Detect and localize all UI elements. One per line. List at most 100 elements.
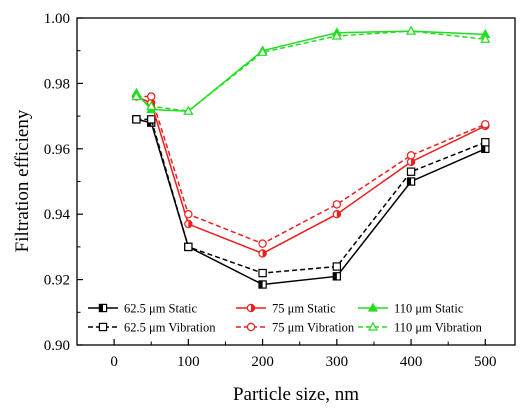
data-point xyxy=(147,92,156,101)
data-point xyxy=(481,120,490,129)
marker-triangle xyxy=(406,25,417,35)
plot-frame xyxy=(76,17,516,346)
data-point xyxy=(258,280,267,289)
axes: 0 100 200 300 400 500 0.90 0.92 0.94 0.96 0.98 1.00 xyxy=(44,11,497,370)
series-110-m-static xyxy=(131,25,491,115)
x-tick-label: 100 xyxy=(177,354,200,370)
y-tick-label: 0.98 xyxy=(44,76,70,92)
data-point xyxy=(332,272,342,281)
data-point xyxy=(480,33,491,43)
marker-square xyxy=(258,268,267,278)
series-line xyxy=(136,95,486,255)
data-point xyxy=(406,167,416,176)
legend-entry: 110 μm Static xyxy=(358,302,464,316)
marker-square xyxy=(406,167,416,176)
data-point xyxy=(147,115,156,124)
marker-triangle xyxy=(367,302,379,312)
legend-label: 110 μm Vibration xyxy=(394,321,483,335)
x-axis-title: Particle size, nm xyxy=(233,384,359,405)
legend-label: 110 μm Static xyxy=(394,302,464,316)
data-point xyxy=(258,239,267,248)
data-point xyxy=(146,100,157,110)
marker-square-fill xyxy=(99,304,103,312)
series-line xyxy=(135,30,486,112)
data-point xyxy=(332,262,342,271)
legend-label: 75 μm Vibration xyxy=(272,321,355,335)
data-point xyxy=(258,268,267,278)
marker-square xyxy=(147,115,156,124)
marker-square xyxy=(184,242,193,252)
y-tick-label: 0.94 xyxy=(44,207,71,223)
data-point xyxy=(481,138,490,147)
marker-circle-fill xyxy=(336,210,341,218)
marker-triangle xyxy=(331,30,342,40)
marker-square xyxy=(98,322,108,332)
y-tick-label: 1.00 xyxy=(44,11,70,27)
marker-triangle xyxy=(146,100,157,110)
data-point xyxy=(257,46,268,56)
data-point xyxy=(183,105,194,115)
data-point xyxy=(406,151,416,160)
marker-square-fill xyxy=(258,280,263,289)
marker-circle xyxy=(246,322,256,332)
data-point xyxy=(184,209,193,219)
series-line xyxy=(136,118,486,286)
marker-circle xyxy=(258,239,267,248)
marker-circle xyxy=(332,200,342,209)
y-tick-label: 0.96 xyxy=(44,142,71,158)
marker-triangle xyxy=(367,321,379,331)
y-tick-label: 0.92 xyxy=(44,273,70,289)
legend-entry: 62.5 μm Vibration xyxy=(88,321,216,335)
x-tick-label: 400 xyxy=(400,354,423,370)
legend-entry: 62.5 μm Static xyxy=(88,302,197,316)
legend-entry: 75 μm Static xyxy=(236,302,336,316)
marker-circle-fill xyxy=(262,249,267,258)
legend-label: 75 μm Static xyxy=(272,302,336,316)
x-tick-label: 500 xyxy=(474,354,497,370)
y-axis-title: Filtration efficieny xyxy=(12,109,33,252)
marker-circle xyxy=(147,92,156,101)
marker-circle-fill xyxy=(188,220,192,228)
marker-circle xyxy=(406,151,416,160)
marker-square xyxy=(132,115,141,124)
marker-square-fill xyxy=(407,177,412,186)
marker-square-fill xyxy=(481,145,486,153)
marker-circle-fill xyxy=(411,158,415,166)
marker-triangle xyxy=(480,33,491,43)
data-point xyxy=(332,209,342,219)
data-point xyxy=(331,30,342,40)
series-line xyxy=(135,30,486,112)
legend-label: 62.5 μm Static xyxy=(124,302,197,316)
data-point xyxy=(406,25,417,35)
y-tick-label: 0.90 xyxy=(44,338,70,354)
marker-triangle xyxy=(131,91,142,101)
x-tick-label: 0 xyxy=(110,354,118,370)
marker-square xyxy=(481,138,490,147)
data-point xyxy=(332,200,342,209)
data-point xyxy=(184,219,193,229)
marker-circle-fill xyxy=(251,304,255,312)
legend-label: 62.5 μm Vibration xyxy=(124,321,216,335)
legend: 62.5 μm Static 75 μm Static 110 μm Static 6… xyxy=(88,302,483,335)
marker-triangle xyxy=(183,105,194,115)
marker-circle xyxy=(481,120,490,129)
marker-square-fill xyxy=(333,272,337,280)
legend-entry: 75 μm Vibration xyxy=(236,321,355,335)
data-point xyxy=(131,91,142,101)
marker-circle xyxy=(184,209,193,219)
series-110-m-vibration xyxy=(131,25,491,115)
data-point xyxy=(406,177,416,186)
data-point xyxy=(132,115,141,124)
marker-triangle xyxy=(257,46,268,56)
series-75-m-static xyxy=(132,92,490,258)
legend-entry: 110 μm Vibration xyxy=(358,321,483,335)
x-tick-label: 200 xyxy=(251,354,274,370)
x-tick-label: 300 xyxy=(326,354,349,370)
marker-square xyxy=(332,262,342,271)
series-layer xyxy=(131,25,491,289)
data-point xyxy=(258,249,267,258)
series-62-5-m-vibration xyxy=(132,115,490,278)
series-62-5-m-static xyxy=(132,115,490,289)
data-point xyxy=(184,242,193,252)
